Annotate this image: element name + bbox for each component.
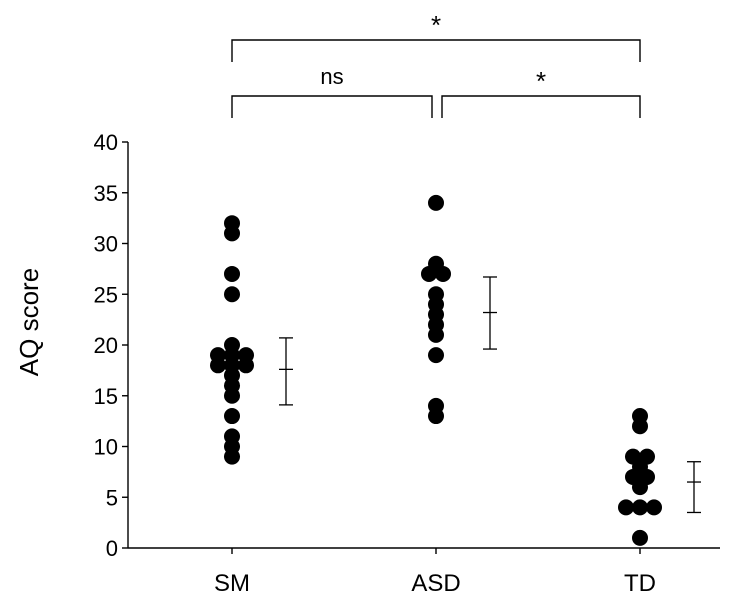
data-point xyxy=(224,225,240,242)
data-point xyxy=(428,326,444,343)
y-tick-label: 5 xyxy=(106,485,118,510)
y-tick-label: 35 xyxy=(94,181,118,206)
data-point xyxy=(224,387,240,404)
significance-bracket xyxy=(231,39,641,62)
y-tick-label: 20 xyxy=(94,333,118,358)
significance-bracket xyxy=(441,95,641,118)
data-point xyxy=(428,347,444,364)
data-point xyxy=(224,265,240,282)
significance-label: ns xyxy=(320,64,343,89)
x-tick-label-asd: ASD xyxy=(411,570,460,597)
data-point xyxy=(224,448,240,465)
data-marks xyxy=(210,194,701,546)
data-point xyxy=(210,357,226,374)
data-point xyxy=(632,529,648,546)
y-tick-label: 25 xyxy=(94,282,118,307)
data-point xyxy=(224,408,240,425)
data-point xyxy=(421,265,437,282)
y-axis-label: AQ score xyxy=(14,268,44,376)
significance-annotations: ns * * xyxy=(231,10,641,118)
y-tick-label: 40 xyxy=(94,130,118,155)
x-tick-label-sm: SM xyxy=(214,570,250,597)
data-point xyxy=(646,499,662,516)
significance-bracket xyxy=(231,95,433,118)
axes: 0 5 10 15 20 25 30 35 40 SM ASD TD xyxy=(94,130,720,597)
data-point xyxy=(238,357,254,374)
data-point xyxy=(428,408,444,425)
significance-label: * xyxy=(431,10,441,40)
data-point xyxy=(428,194,444,211)
y-tick-label: 30 xyxy=(94,232,118,257)
data-point xyxy=(632,479,648,496)
y-tick-label: 10 xyxy=(94,435,118,460)
significance-label: * xyxy=(536,66,546,96)
y-tick-label: 0 xyxy=(106,536,118,561)
y-tick-label: 15 xyxy=(94,384,118,409)
data-point xyxy=(618,499,634,516)
data-point xyxy=(435,265,451,282)
data-point xyxy=(632,418,648,435)
data-point xyxy=(224,286,240,303)
x-tick-label-td: TD xyxy=(624,570,656,597)
data-point xyxy=(632,499,648,516)
